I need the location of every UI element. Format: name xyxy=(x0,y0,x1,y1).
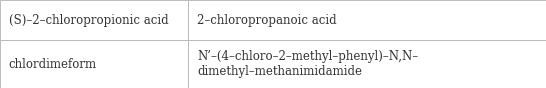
Text: N’–(4–chloro–2–methyl–phenyl)–N,N–
dimethyl–methanimidamide: N’–(4–chloro–2–methyl–phenyl)–N,N– dimet… xyxy=(197,50,418,78)
Bar xyxy=(188,0,546,40)
Text: 2–chloropropanoic acid: 2–chloropropanoic acid xyxy=(197,14,337,27)
Text: (S)–2–chloropropionic acid: (S)–2–chloropropionic acid xyxy=(9,14,168,27)
Bar xyxy=(0,40,188,88)
Bar xyxy=(0,0,188,40)
Text: chlordimeform: chlordimeform xyxy=(9,58,97,71)
Bar xyxy=(188,40,546,88)
